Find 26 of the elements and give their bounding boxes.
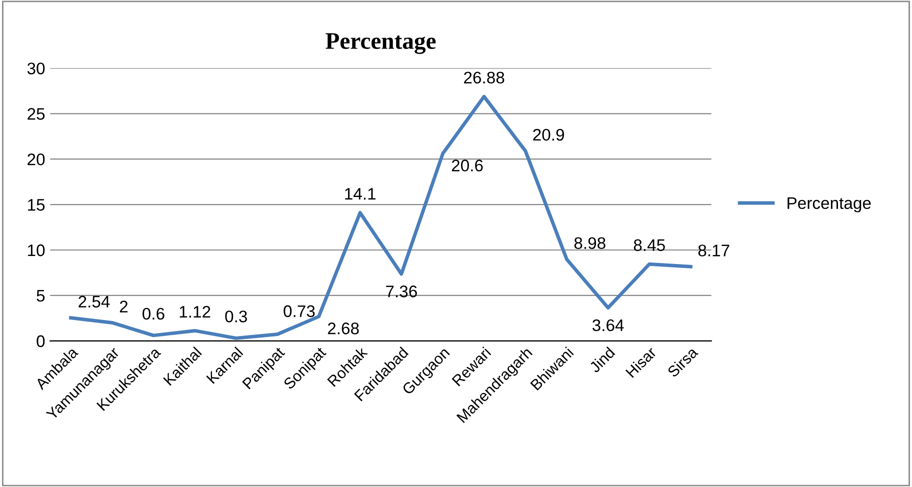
data-label: 0.3 — [225, 310, 247, 322]
data-label: 2 — [120, 300, 128, 312]
line-series — [69, 94, 692, 340]
data-label: 3.64 — [592, 319, 624, 332]
y-tick-label: 30 — [27, 62, 45, 74]
legend-label: Percentage — [788, 197, 871, 212]
y-tick-label: 0 — [36, 335, 45, 348]
chart-title: Percentage — [326, 33, 436, 54]
data-label: 2.54 — [78, 296, 110, 308]
y-tick-label: 15 — [28, 199, 45, 211]
data-label: 7.36 — [386, 286, 417, 298]
data-label: 8.17 — [698, 244, 730, 256]
data-label: 20.6 — [452, 160, 483, 172]
y-tick-label: 25 — [28, 108, 45, 120]
data-label: 8.45 — [634, 239, 665, 252]
data-label: 8.98 — [574, 237, 606, 250]
data-label: 2.68 — [328, 322, 359, 334]
y-tick-label: 5 — [36, 290, 45, 302]
data-label: 1.12 — [180, 306, 210, 318]
data-label: 26.88 — [464, 72, 504, 84]
data-label: 0.73 — [284, 305, 315, 318]
y-tick-label: 10 — [28, 244, 45, 256]
data-label: 20.9 — [533, 128, 564, 141]
data-label: 0.6 — [142, 308, 164, 320]
data-label: 14.1 — [345, 188, 376, 200]
y-tick-label: 20 — [28, 153, 45, 166]
